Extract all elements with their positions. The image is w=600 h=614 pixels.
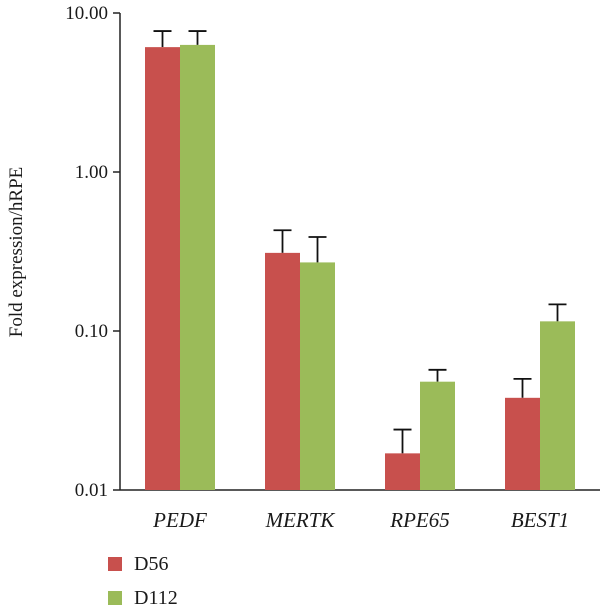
x-tick-label-rpe65: RPE65 xyxy=(389,508,449,532)
legend-label-d112: D112 xyxy=(134,587,178,609)
x-tick-labels: PEDF MERTK RPE65 BEST1 xyxy=(152,508,569,532)
bar-d56-pedf xyxy=(145,47,180,490)
y-tick-label: 0.10 xyxy=(75,321,108,342)
bar-d56-mertk xyxy=(265,252,300,490)
bar-d112-best1 xyxy=(540,321,575,490)
legend-swatch-d56 xyxy=(108,557,122,571)
y-tick-label: 10.00 xyxy=(65,3,108,24)
x-tick-label-mertk: MERTK xyxy=(265,508,336,532)
bars xyxy=(145,44,575,491)
legend: D56 D112 xyxy=(108,553,178,609)
x-tick-label-pedf: PEDF xyxy=(152,508,207,532)
y-tick-label: 1.00 xyxy=(75,162,108,183)
error-bars xyxy=(153,30,567,454)
y-axis-title: Fold expression/hRPE xyxy=(6,167,27,337)
y-tick-label: 0.01 xyxy=(75,480,108,501)
bar-d56-rpe65 xyxy=(385,453,420,490)
bar-d112-mertk xyxy=(300,262,335,490)
x-tick-label-best1: BEST1 xyxy=(511,508,569,532)
legend-label-d56: D56 xyxy=(134,553,168,575)
bar-d56-best1 xyxy=(505,397,540,490)
legend-swatch-d112 xyxy=(108,591,122,605)
bar-d112-pedf xyxy=(180,44,215,491)
y-ticks: 10.00 1.00 0.10 0.01 xyxy=(65,3,120,501)
bar-d112-rpe65 xyxy=(420,381,455,490)
